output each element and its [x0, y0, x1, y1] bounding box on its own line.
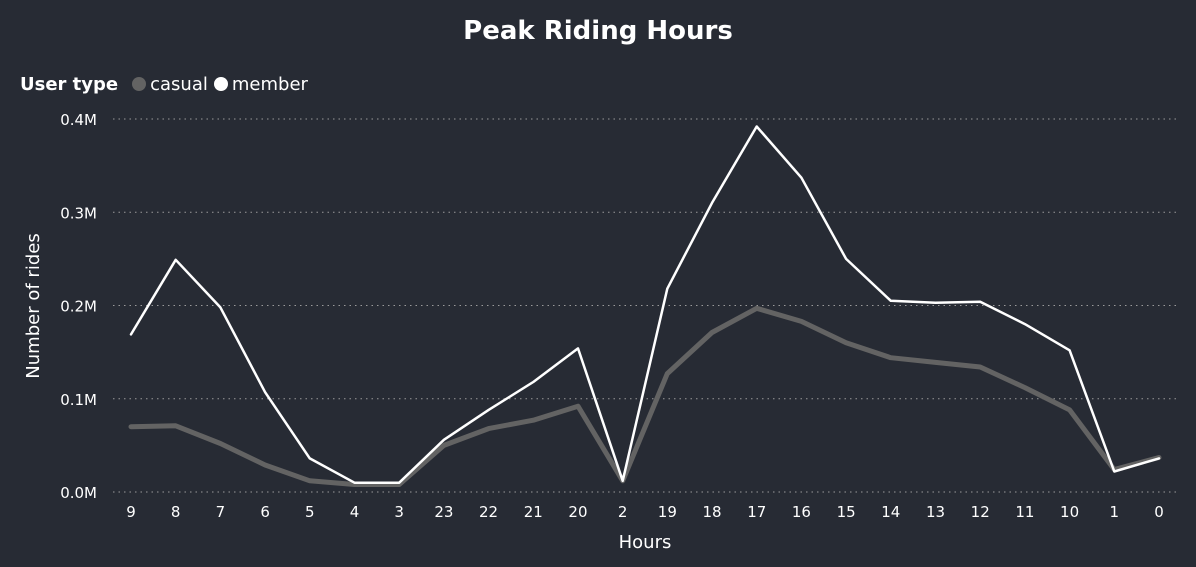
- legend-dot-casual: [132, 77, 147, 91]
- series-line-member[interactable]: [129, 125, 1161, 484]
- x-tick-label: 15: [837, 503, 856, 521]
- x-tick-label: 19: [658, 503, 677, 521]
- legend: User type casual member: [20, 72, 314, 96]
- x-tick-label: 17: [747, 503, 766, 521]
- x-tick-label: 14: [881, 503, 900, 521]
- x-tick-label: 13: [926, 503, 945, 521]
- x-tick-label: 3: [394, 503, 404, 521]
- y-tick-label: 0.0M: [60, 484, 97, 502]
- gridlines: [113, 118, 1180, 493]
- x-tick-label: 1: [1110, 503, 1120, 521]
- series-line-casual[interactable]: [128, 305, 1162, 487]
- x-tick-label: 0: [1154, 503, 1164, 521]
- x-axis-ticks: 9 8 7 6 5 4 3 23 22 21 20 2 19 18 17 16 15 14 13 12 11 10 1 0: [126, 503, 1164, 521]
- y-axis-label: Number of rides: [23, 233, 44, 378]
- y-tick-label: 0.1M: [60, 391, 97, 409]
- x-tick-label: 23: [434, 503, 453, 521]
- x-tick-label: 9: [126, 503, 136, 521]
- legend-title: User type: [20, 73, 119, 95]
- legend-label-member: member: [231, 73, 308, 95]
- y-tick-label: 0.4M: [60, 111, 97, 129]
- x-tick-label: 20: [568, 503, 587, 521]
- x-tick-label: 10: [1060, 503, 1079, 521]
- x-tick-label: 18: [702, 503, 721, 521]
- y-axis-ticks: 0.0M 0.1M 0.2M 0.3M 0.4M: [60, 111, 97, 502]
- x-tick-label: 7: [216, 503, 226, 521]
- x-tick-label: 8: [171, 503, 181, 521]
- x-tick-label: 16: [792, 503, 811, 521]
- x-tick-label: 5: [305, 503, 315, 521]
- x-tick-label: 11: [1015, 503, 1034, 521]
- x-tick-label: 22: [479, 503, 498, 521]
- legend-label-casual: casual: [150, 73, 208, 95]
- x-axis-label: Hours: [619, 532, 672, 553]
- legend-dot-member: [213, 77, 228, 91]
- x-tick-label: 4: [350, 503, 360, 521]
- legend-item-casual[interactable]: casual: [132, 74, 208, 95]
- x-tick-label: 2: [618, 503, 628, 521]
- y-tick-label: 0.2M: [60, 298, 97, 316]
- series-lines: [128, 125, 1162, 487]
- x-tick-label: 6: [260, 503, 270, 521]
- legend-item-member[interactable]: member: [213, 73, 308, 95]
- x-tick-label: 21: [524, 503, 543, 521]
- chart-title: Peak Riding Hours: [463, 16, 733, 46]
- y-tick-label: 0.3M: [60, 204, 97, 222]
- x-tick-label: 12: [971, 503, 990, 521]
